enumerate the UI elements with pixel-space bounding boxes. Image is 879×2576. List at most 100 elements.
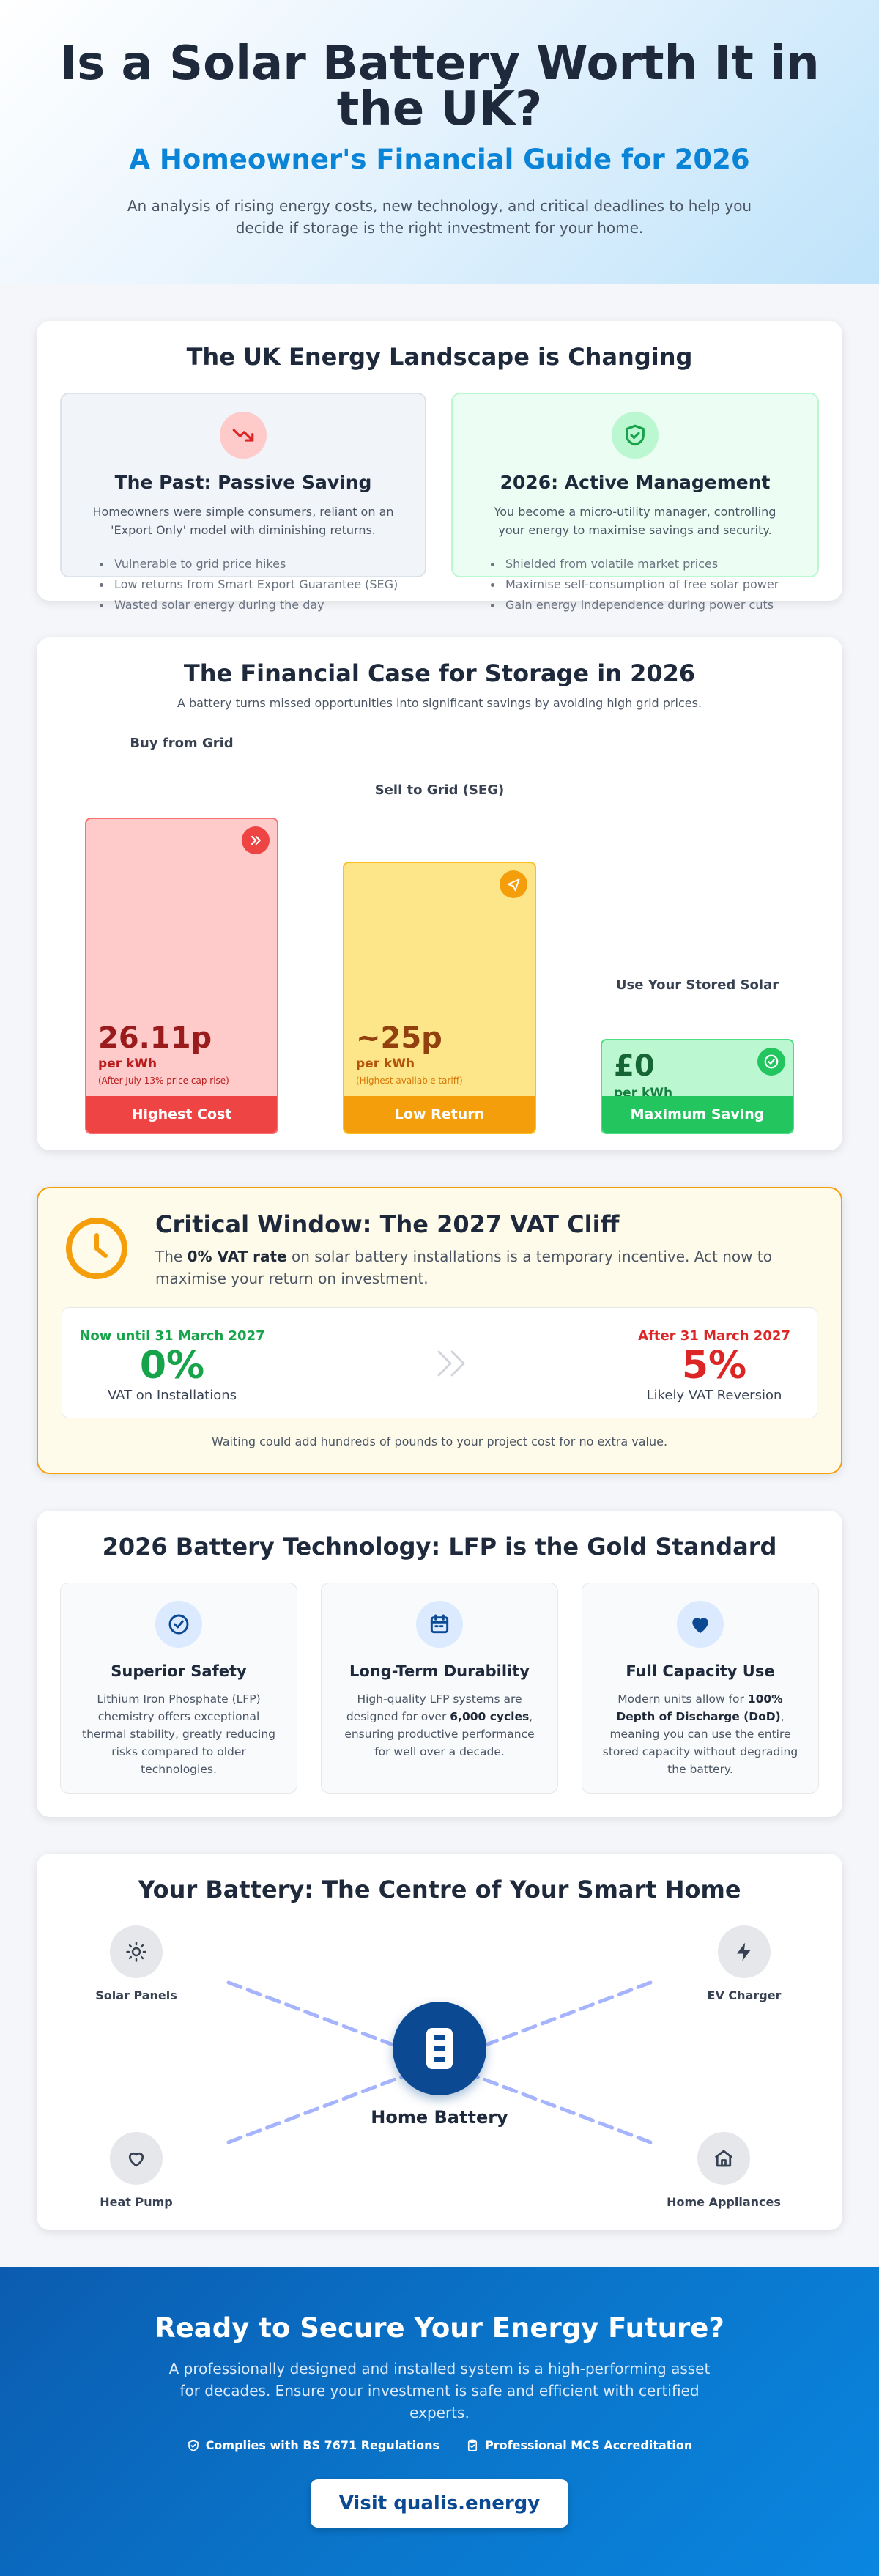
vat-compare-box: Now until 31 March 2027 0% VAT on Instal… — [62, 1307, 817, 1418]
tech-title: 2026 Battery Technology: LFP is the Gold… — [102, 1533, 777, 1561]
list-item: Gain energy independence during power cu… — [488, 595, 803, 615]
bar-sell-to-grid: Sell to Grid (SEG) ~25p per kWh (Highest… — [343, 736, 536, 1134]
plane-icon — [500, 870, 527, 898]
vat-after: After 31 March 2027 5% Likely VAT Revers… — [626, 1328, 802, 1403]
heart-icon — [110, 2132, 163, 2185]
list-item: Wasted solar energy during the day — [97, 595, 410, 615]
vat-after-label: After 31 March 2027 — [638, 1328, 790, 1344]
bar-label: Sell to Grid (SEG) — [374, 782, 505, 798]
future-desc: You become a micro-utility manager, cont… — [494, 505, 776, 537]
tech-item-durability: Long-Term Durability High-quality LFP sy… — [321, 1583, 558, 1794]
bar-value: 26.11p — [98, 1021, 212, 1055]
bar-value: £0 — [614, 1049, 655, 1083]
vat-after-value: 5% — [681, 1344, 747, 1388]
shield-check-icon — [612, 412, 659, 459]
future-list: Shielded from volatile market prices Max… — [488, 554, 803, 615]
list-item: Vulnerable to grid price hikes — [97, 554, 410, 574]
heart-icon — [677, 1601, 724, 1648]
list-item: Low returns from Smart Export Guarantee … — [97, 574, 410, 595]
list-item: Maximise self-consumption of free solar … — [488, 574, 803, 595]
calendar-icon — [416, 1601, 463, 1648]
past-title: The Past: Passive Saving — [114, 472, 372, 493]
smarthome-card: Your Battery: The Centre of Your Smart H… — [37, 1854, 842, 2230]
visit-website-button[interactable]: Visit qualis.energy — [311, 2479, 568, 2528]
node-home-appliances: Home Appliances — [658, 2132, 790, 2209]
lightning-icon — [718, 1925, 771, 1978]
node-label: Solar Panels — [95, 1988, 177, 2002]
trending-down-icon — [220, 412, 267, 459]
list-item: Shielded from volatile market prices — [488, 554, 803, 574]
node-ev-charger: EV Charger — [678, 1925, 810, 2002]
bar-note: (After July 13% price cap rise) — [98, 1076, 229, 1086]
vat-now-label: Now until 31 March 2027 — [79, 1328, 265, 1344]
bar-fill: 26.11p per kWh (After July 13% price cap… — [85, 818, 278, 1134]
vat-after-caption: Likely VAT Reversion — [646, 1388, 782, 1403]
bar-value: ~25p — [356, 1021, 442, 1055]
battery-icon — [393, 2002, 486, 2095]
bar-label: Use Your Stored Solar — [615, 977, 779, 993]
vat-card: Critical Window: The 2027 VAT Cliff The … — [37, 1187, 842, 1474]
landscape-card: The UK Energy Landscape is Changing The … — [37, 321, 842, 612]
check-circle-icon — [757, 1048, 785, 1076]
tech-item-title: Superior Safety — [111, 1662, 247, 1680]
financial-card: The Financial Case for Storage in 2026 A… — [37, 637, 842, 1150]
vat-title: Critical Window: The 2027 VAT Cliff — [155, 1210, 620, 1238]
chevrons-right-icon — [242, 826, 270, 854]
center-label: Home Battery — [371, 2107, 508, 2128]
check-circle-icon — [155, 1601, 202, 1648]
tech-item-safety: Superior Safety Lithium Iron Phosphate (… — [60, 1583, 297, 1794]
tech-card: 2026 Battery Technology: LFP is the Gold… — [37, 1511, 842, 1817]
vat-footer: Waiting could add hundreds of pounds to … — [211, 1435, 668, 1448]
cta-text: A professionally designed and installed … — [168, 2360, 711, 2421]
vat-now-caption: VAT on Installations — [107, 1388, 237, 1403]
sun-icon — [110, 1925, 163, 1978]
tech-item-capacity: Full Capacity Use Modern units allow for… — [582, 1583, 819, 1794]
tech-item-title: Long-Term Durability — [349, 1662, 530, 1680]
clock-icon — [66, 1218, 127, 1279]
vat-now: Now until 31 March 2027 0% VAT on Instal… — [77, 1328, 267, 1403]
bar-unit: per kWh — [98, 1056, 157, 1071]
shield-check-icon — [188, 2439, 199, 2451]
node-solar-panels: Solar Panels — [70, 1925, 202, 2002]
financial-title: The Financial Case for Storage in 2026 — [183, 659, 696, 687]
clipboard-check-icon — [467, 2439, 478, 2451]
past-desc: Homeowners were simple consumers, relian… — [92, 505, 394, 537]
tech-item-text: Lithium Iron Phosphate (LFP) chemistry o… — [82, 1692, 275, 1776]
vat-desc: The 0% VAT rate on solar battery install… — [155, 1248, 772, 1287]
connection-lines — [226, 1980, 653, 2144]
bar-footer: Low Return — [344, 1096, 535, 1133]
hero-intro: An analysis of rising energy costs, new … — [127, 197, 752, 237]
page-title: Is a Solar Battery Worth It in the UK? — [59, 37, 820, 136]
bar-unit: per kWh — [356, 1056, 415, 1071]
cta-certs: Complies with BS 7671 Regulations Profes… — [0, 2438, 879, 2452]
bar-fill: £0 per kWh Maximum Saving — [601, 1039, 794, 1134]
tech-item-text: High-quality LFP systems are designed fo… — [344, 1692, 535, 1758]
bar-label: Buy from Grid — [130, 736, 234, 751]
tech-item-text: Modern units allow for 100% Depth of Dis… — [602, 1692, 798, 1776]
bar-fill: ~25p per kWh (Highest available tariff) … — [343, 862, 536, 1134]
bar-note: (Highest available tariff) — [356, 1076, 463, 1086]
past-list: Vulnerable to grid price hikes Low retur… — [97, 554, 410, 615]
node-heat-pump: Heat Pump — [70, 2132, 202, 2209]
chevrons-right-icon — [434, 1349, 470, 1381]
cta-section: Ready to Secure Your Energy Future? A pr… — [0, 2267, 879, 2576]
smarthome-title: Your Battery: The Centre of Your Smart H… — [138, 1876, 741, 1903]
home-icon — [697, 2132, 750, 2185]
hero-section: Is a Solar Battery Worth It in the UK? A… — [0, 0, 879, 284]
cert-mcs: Professional MCS Accreditation — [466, 2438, 692, 2452]
past-panel: The Past: Passive Saving Homeowners were… — [60, 393, 426, 612]
future-panel: 2026: Active Management You become a mic… — [451, 393, 819, 612]
tech-item-title: Full Capacity Use — [626, 1662, 775, 1680]
cta-title: Ready to Secure Your Energy Future? — [155, 2312, 724, 2344]
vat-now-value: 0% — [139, 1344, 205, 1388]
bar-stored-solar: Use Your Stored Solar £0 per kWh Maximum… — [601, 736, 794, 1134]
node-label: Heat Pump — [100, 2195, 173, 2209]
bar-buy-from-grid: Buy from Grid 26.11p per kWh (After July… — [85, 736, 278, 1134]
node-label: EV Charger — [707, 1988, 782, 2002]
page-subtitle: A Homeowner's Financial Guide for 2026 — [129, 144, 750, 175]
cert-bs7671: Complies with BS 7671 Regulations — [187, 2438, 440, 2452]
node-label: Home Appliances — [667, 2195, 781, 2209]
future-title: 2026: Active Management — [500, 472, 771, 493]
financial-subtitle: A battery turns missed opportunities int… — [177, 696, 702, 710]
bar-footer: Maximum Saving — [602, 1096, 793, 1133]
